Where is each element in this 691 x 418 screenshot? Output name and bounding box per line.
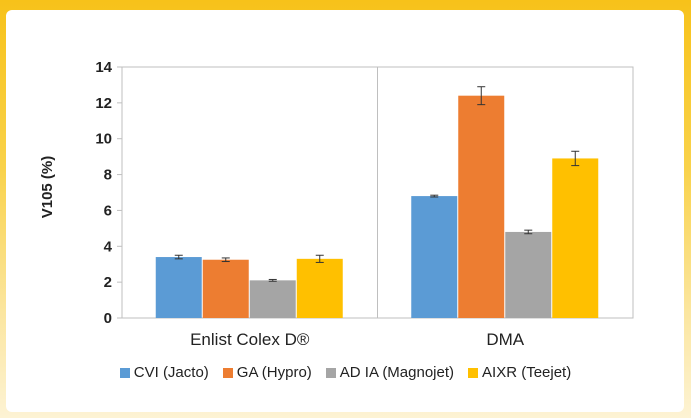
y-tick-label: 8	[104, 167, 112, 184]
y-tick-label: 12	[95, 95, 112, 112]
y-tick-label: 4	[104, 238, 113, 255]
y-tick-label: 6	[104, 202, 112, 219]
y-tick-label: 14	[95, 59, 112, 76]
bar	[458, 95, 505, 318]
legend-item: AIXR (Teejet)	[468, 364, 571, 381]
legend: CVI (Jacto) GA (Hypro) AD IA (Magnojet) AIX…	[0, 364, 691, 381]
x-tick-label: Enlist Colex D®	[190, 330, 310, 349]
y-tick-labels: 0 2 4 6 8 10 12 14	[95, 59, 112, 327]
bar	[249, 280, 296, 318]
x-tick-labels: Enlist Colex D® DMA	[190, 330, 525, 349]
bars	[155, 95, 599, 318]
legend-swatch	[325, 367, 336, 378]
legend-label: AD IA (Magnojet)	[339, 364, 455, 381]
legend-item: CVI (Jacto)	[119, 364, 209, 381]
bar	[202, 259, 249, 318]
x-tick-label: DMA	[486, 330, 524, 349]
legend-swatch	[222, 367, 233, 378]
y-tick-label: 10	[95, 131, 112, 148]
axes	[117, 66, 634, 319]
y-tick-label: 2	[104, 274, 112, 291]
bar	[296, 258, 343, 318]
y-axis-label: V105 (%)	[39, 156, 56, 219]
bar	[155, 257, 202, 318]
bar	[552, 158, 599, 318]
legend-item: AD IA (Magnojet)	[325, 364, 455, 381]
legend-label: AIXR (Teejet)	[482, 364, 572, 381]
error-bars	[174, 86, 580, 282]
bar	[411, 196, 458, 318]
legend-swatch	[468, 367, 479, 378]
legend-label: GA (Hypro)	[236, 364, 312, 381]
legend-label: CVI (Jacto)	[133, 364, 209, 381]
legend-item: GA (Hypro)	[222, 364, 312, 381]
legend-swatch	[119, 367, 130, 378]
y-tick-label: 0	[104, 310, 112, 327]
bar	[505, 231, 552, 318]
